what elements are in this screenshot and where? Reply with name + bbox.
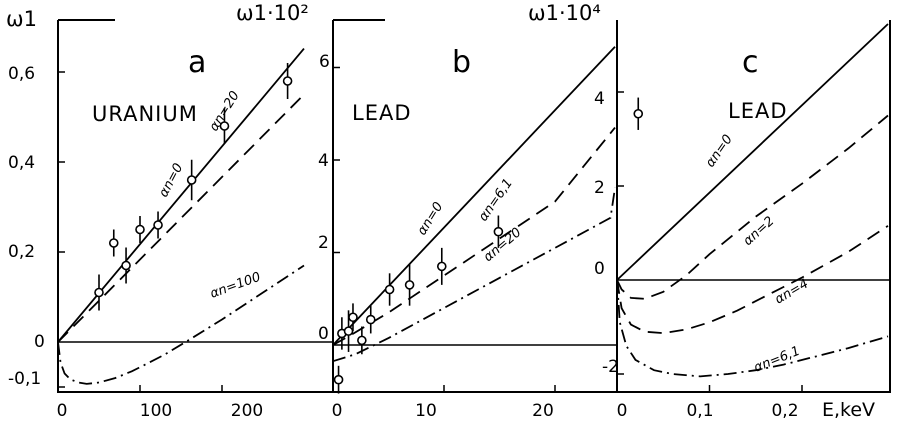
panel-c-letter: c — [742, 45, 759, 80]
panel-b-frame — [333, 19, 618, 393]
panel-a-data-point — [186, 175, 197, 185]
panel-a-curve-n100 — [57, 264, 305, 385]
panel-c-curve-n4 — [616, 225, 889, 335]
panel-a-y-tick-label: 0,2 — [8, 242, 35, 262]
panel-b-y-tick-label: 0 — [318, 324, 329, 344]
panel-a-curve-n0 — [57, 48, 305, 343]
panel-a-curve-label: αn=100 — [208, 270, 262, 302]
panel-b-curve-label: αn=6,1 — [476, 176, 516, 224]
panel-c-curve-n61 — [616, 279, 889, 378]
panel-b-y-tick-label: 4 — [318, 151, 329, 171]
panel-b-data-point — [493, 226, 504, 237]
panel-a-y-tick-label: 0,4 — [8, 153, 35, 173]
panel-b-data-point — [343, 326, 354, 336]
panel-a-data-point — [219, 121, 230, 131]
panel-c-x-tick-label: 0,2 — [771, 401, 798, 421]
panel-a-data-point — [135, 224, 145, 235]
panel-c-curve-label: αn=6,1 — [752, 344, 802, 376]
panel-a-curve-n20 — [57, 93, 305, 343]
panel-b-x-tick-label: 20 — [532, 401, 554, 421]
panel-c-curve-n0 — [616, 23, 889, 281]
panel-a-ylabel: ω1 — [6, 7, 37, 31]
panel-b-data-point — [365, 314, 376, 325]
panel-b-right-ylabel: ω1·10⁴ — [528, 1, 601, 25]
panel-b-curve-n61 — [332, 127, 616, 346]
panel-c-xlabel: E,keV — [822, 399, 875, 421]
panel-c-curve-label: αn=0 — [703, 132, 736, 170]
panel-a-material: URANIUM — [92, 102, 198, 126]
panel-a-data-point — [121, 260, 131, 271]
panel-a-letter: a — [188, 45, 206, 80]
panel-a-y-tick-label: 0,6 — [8, 64, 35, 84]
panel-b-curve-n20 — [332, 187, 616, 363]
panel-b-data-point — [404, 280, 415, 290]
panel-b-data-point — [348, 312, 358, 323]
panel-a-y-tick-label: 0 — [34, 332, 45, 352]
panel-a-data-point — [153, 220, 163, 230]
panel-c-curve-n2 — [616, 114, 889, 300]
panel-c-y-tick-label: -2 — [602, 357, 619, 377]
panel-c-y-tick-label: 0 — [594, 259, 605, 279]
panel-c-y-tick-label: 2 — [594, 178, 605, 198]
panel-a-data-point — [94, 287, 104, 298]
panel-b-data-point — [357, 335, 367, 346]
panel-b-y-tick-label: 2 — [318, 233, 329, 253]
panel-b-x-tick-label: 10 — [415, 401, 437, 421]
panel-c-x-tick-label: 0,1 — [686, 401, 713, 421]
panel-a-right-ylabel: ω1·10² — [236, 1, 309, 25]
panel-a-frame — [57, 19, 334, 393]
panel-a-y-tick-label: -0,1 — [8, 369, 41, 389]
panel-b-material: LEAD — [352, 101, 412, 125]
panel-c-material: LEAD — [728, 99, 788, 123]
panel-b-curve-label: αn=0 — [415, 200, 447, 238]
panel-c-y-tick-label: 4 — [594, 89, 605, 109]
panel-c-curve-label: αn=4 — [773, 276, 812, 307]
panel-b-data-point — [333, 374, 344, 385]
panel-a-data-point — [282, 76, 293, 86]
panel-c-frame — [617, 20, 891, 393]
panel-a-data-point — [108, 238, 119, 248]
panel-b-letter: b — [452, 45, 471, 80]
panel-b-data-point — [633, 108, 644, 119]
panel-b-data-point — [384, 284, 395, 295]
panel-c-curve-label: αn=2 — [741, 214, 778, 249]
panel-b-data-point — [436, 261, 447, 272]
panel-a-x-tick-label: 0 — [57, 401, 68, 421]
panel-a-x-tick-label: 100 — [140, 401, 172, 421]
panel-b-x-tick-label: 0 — [332, 401, 343, 421]
panel-a-right-tick-label: 6 — [319, 52, 330, 72]
panel-b-curve-n0 — [332, 46, 616, 346]
panel-a-x-tick-label: 200 — [231, 401, 263, 421]
panel-c-x-tick-label: 0 — [617, 401, 628, 421]
